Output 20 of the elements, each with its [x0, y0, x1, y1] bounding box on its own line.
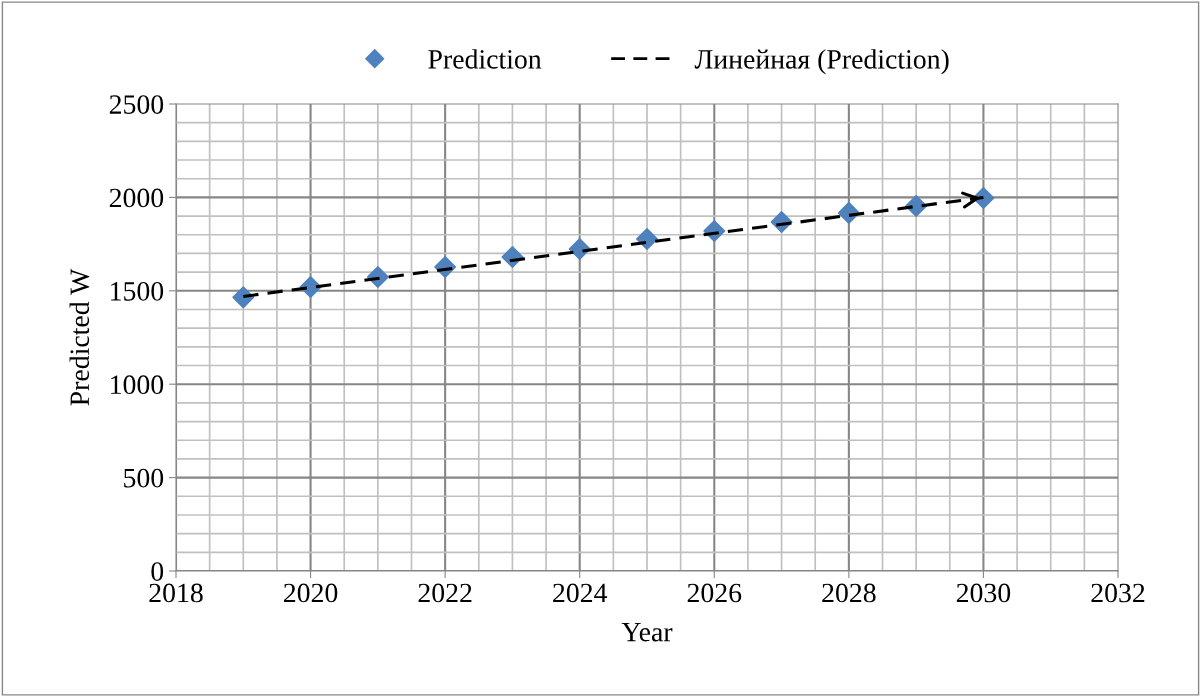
- x-tick-label: 2022: [418, 583, 472, 603]
- x-tick-label: 2018: [149, 583, 203, 603]
- y-tick-label: 0: [151, 562, 164, 581]
- x-tick-label: 2032: [1091, 583, 1145, 603]
- x-tick-label: 2026: [687, 583, 742, 603]
- x-tick-label: 2024: [553, 583, 608, 603]
- x-axis-title: Year: [621, 622, 673, 642]
- y-tick-label: 1000: [111, 375, 164, 395]
- legend-label: Prediction: [428, 49, 542, 69]
- x-tick-label: 2028: [822, 583, 876, 603]
- y-axis-title: Predicted W: [69, 268, 90, 406]
- y-tick-label: 2500: [109, 95, 164, 114]
- x-tick-label: 2030: [956, 583, 1011, 603]
- y-tick-label: 1500: [111, 281, 164, 301]
- y-tick-label: 2000: [109, 188, 164, 208]
- y-tick-label: 500: [124, 468, 164, 488]
- point: [636, 228, 658, 251]
- legend-label: Линейная (Prediction): [694, 49, 949, 75]
- x-tick-label: 2020: [284, 583, 338, 603]
- point: [568, 237, 591, 260]
